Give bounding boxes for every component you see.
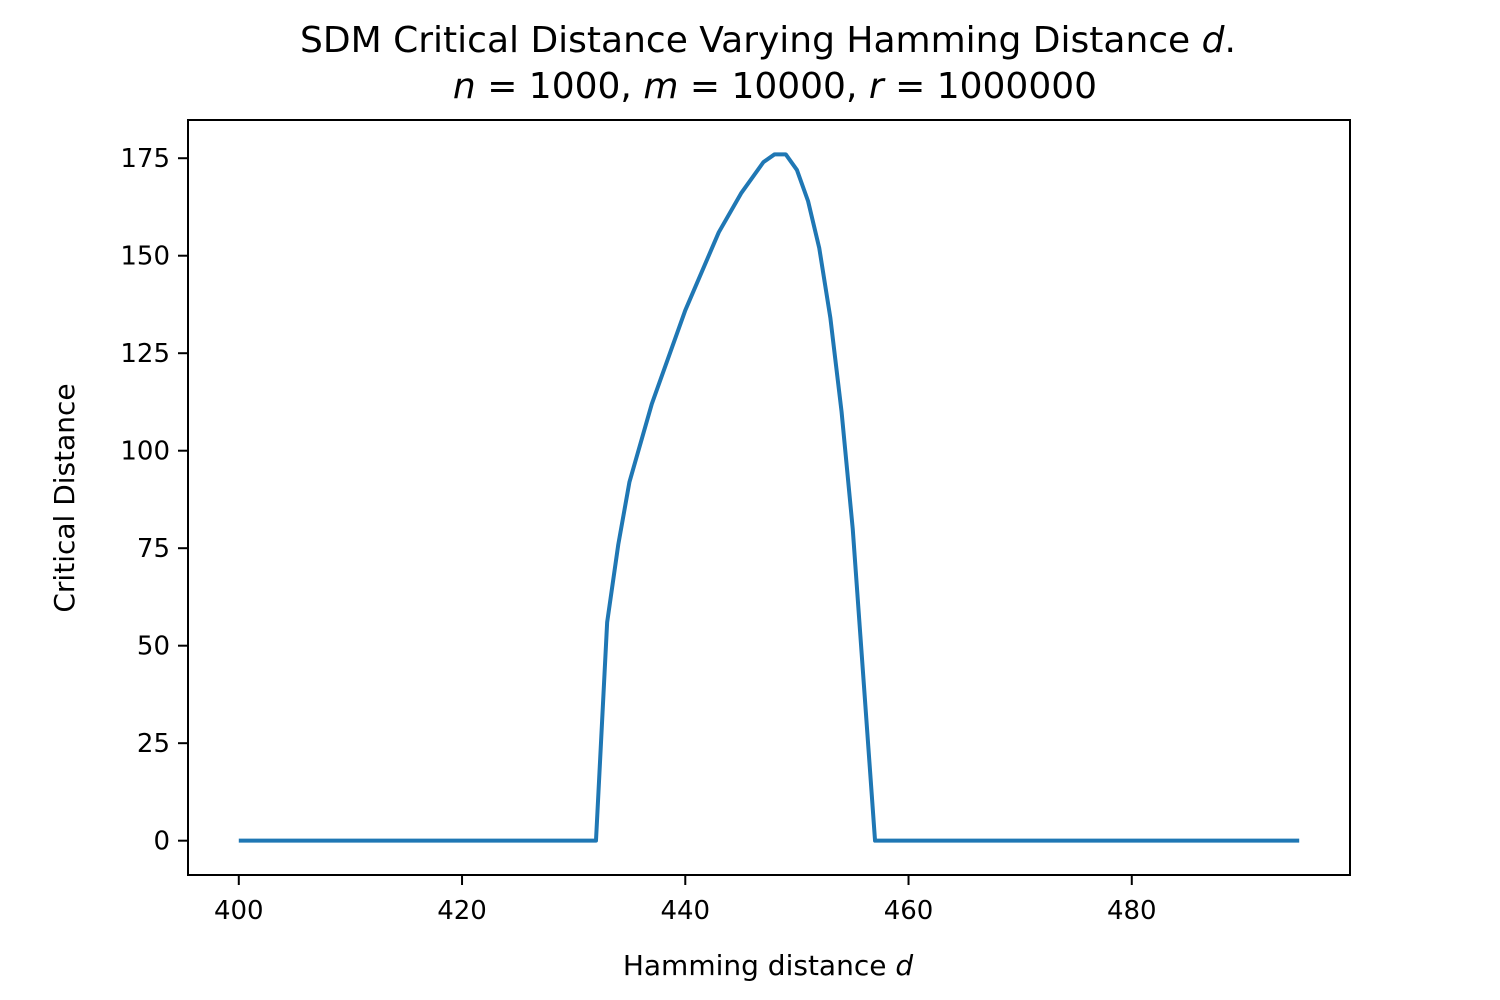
title-line1-prefix: SDM Critical Distance Varying Hamming Di… [300,20,1202,61]
y-tick-label: 50 [137,632,170,662]
chart-title-line-2: n = 1000, m = 10000, r = 1000000 [453,66,1097,107]
x-tick-label: 460 [884,896,934,926]
chart-title-line-1: SDM Critical Distance Varying Hamming Di… [300,20,1236,61]
x-tick-label: 440 [660,896,710,926]
title-line1-suffix: . [1225,20,1236,61]
y-tick-label: 25 [137,729,170,759]
title-m-value: = 10000, [678,66,868,107]
title-m-var: m [643,66,678,107]
x-tick-label: 400 [214,896,264,926]
title-line1-var: d [1202,20,1226,61]
y-tick-label: 150 [120,242,170,272]
x-axis-ticks: 400 420 440 460 480 [214,875,1157,926]
x-axis-label-text: Hamming distance [623,949,896,982]
title-n-value: = 1000, [476,66,644,107]
series-line [238,152,1300,843]
y-tick-label: 75 [137,534,170,564]
y-tick-label: 100 [120,437,170,467]
x-tick-label: 420 [437,896,487,926]
plot-area [187,119,1351,876]
title-r-value: = 1000000 [884,66,1097,107]
x-axis-label-var: d [895,949,913,982]
title-r-var: r [869,66,886,107]
x-tick-label: 480 [1107,896,1157,926]
series-group [238,152,1300,843]
y-tick-label: 125 [120,339,170,369]
x-axis-label: Hamming distance d [623,949,914,982]
y-tick-label: 175 [120,144,170,174]
y-axis-ticks: 0 25 50 75 100 125 150 175 [120,144,188,857]
title-n-var: n [453,66,476,107]
y-axis-label: Critical Distance [48,383,81,612]
y-tick-label: 0 [153,827,170,857]
